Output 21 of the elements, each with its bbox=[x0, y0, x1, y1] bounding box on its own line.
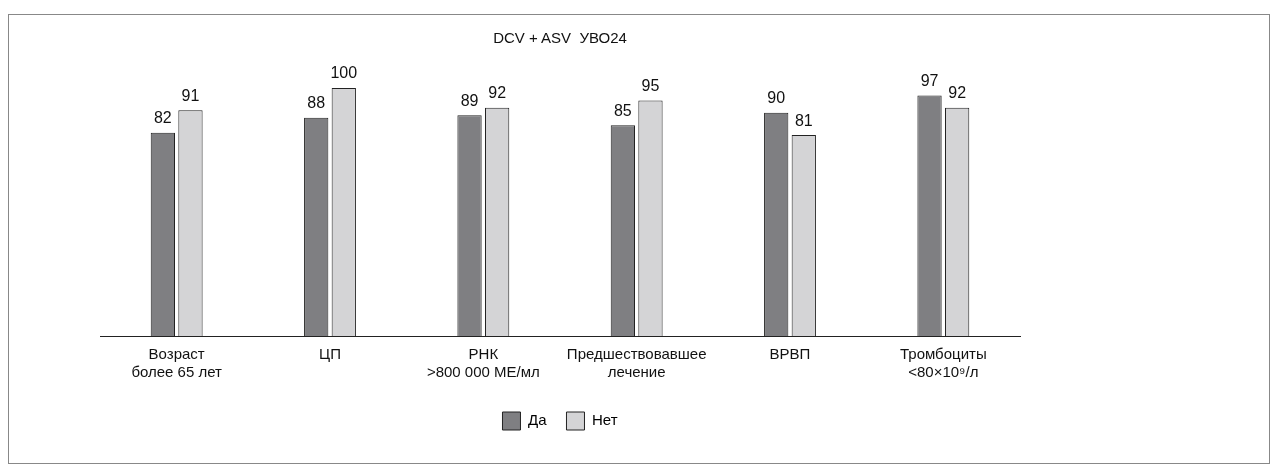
data-label: 91 bbox=[181, 86, 200, 104]
legend-label: Да bbox=[527, 411, 548, 429]
data-label: 92 bbox=[488, 84, 507, 102]
x-tick-label: ЦП bbox=[319, 345, 341, 363]
x-tick-label: РНК >800 000 МЕ/мл bbox=[426, 345, 540, 381]
data-label: 81 bbox=[794, 111, 813, 129]
x-tick-label: Предшествовавшее лечение bbox=[566, 345, 707, 381]
x-tick-label: ВРВП bbox=[769, 345, 811, 363]
data-label: 95 bbox=[641, 76, 660, 94]
data-label: 82 bbox=[153, 109, 172, 127]
chart-title: DCV + ASV УВО24 bbox=[493, 29, 627, 47]
data-label: 85 bbox=[613, 101, 632, 119]
x-tick-label: Возраст более 65 лет bbox=[131, 345, 223, 381]
legend-label: Нет bbox=[591, 411, 618, 429]
data-label: 90 bbox=[767, 89, 786, 107]
data-label: 100 bbox=[330, 64, 358, 82]
data-label: 97 bbox=[920, 71, 939, 89]
data-label: 88 bbox=[307, 94, 326, 112]
data-label: 89 bbox=[460, 91, 479, 109]
x-tick-label: Тромбоциты <80×10⁹/л bbox=[899, 345, 987, 381]
data-label: 92 bbox=[948, 84, 967, 102]
